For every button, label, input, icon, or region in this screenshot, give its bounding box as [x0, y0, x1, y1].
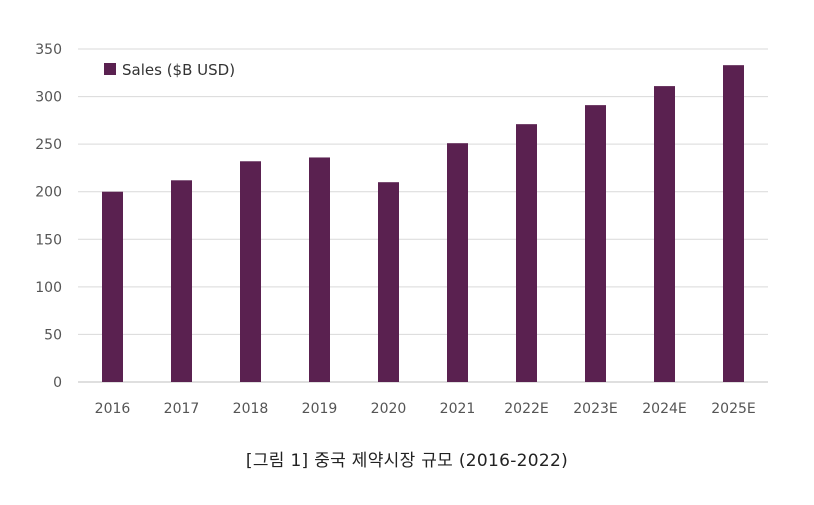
- y-tick-label: 350: [35, 42, 62, 58]
- x-tick-label: 2025E: [711, 401, 755, 417]
- x-tick-label: 2016: [95, 401, 131, 417]
- bar-2020: [378, 182, 399, 382]
- x-tick-label: 2020: [371, 401, 407, 417]
- bar-2025E: [723, 65, 744, 382]
- bars: [102, 65, 744, 383]
- bar-2021: [447, 143, 468, 382]
- bar-2017: [171, 180, 192, 382]
- figure-caption: [그림 1] 중국 제약시장 규모 (2016-2022): [245, 451, 569, 471]
- bar-2022E: [516, 124, 537, 383]
- x-tick-label: 2018: [233, 401, 269, 417]
- y-axis-ticks: 0 50 100 150 200 250 300 350: [35, 42, 62, 391]
- legend: Sales ($B USD): [104, 61, 235, 79]
- gridlines: [78, 48, 768, 383]
- y-tick-label: 0: [53, 375, 62, 391]
- x-axis-ticks: 2016 2017 2018 2019 2020 2021 2022E 2023E 2024E 2…: [95, 401, 756, 417]
- y-tick-label: 100: [35, 280, 62, 296]
- x-tick-label: 2019: [302, 401, 338, 417]
- legend-swatch: [104, 63, 116, 75]
- x-tick-label: 2017: [164, 401, 200, 417]
- y-tick-label: 150: [35, 232, 62, 248]
- y-tick-label: 250: [35, 137, 62, 153]
- bar-2019: [309, 157, 330, 382]
- y-tick-label: 50: [44, 327, 62, 343]
- legend-label: Sales ($B USD): [122, 61, 235, 79]
- y-tick-label: 200: [35, 185, 62, 201]
- bar-2018: [240, 161, 261, 382]
- x-tick-label: 2024E: [642, 401, 686, 417]
- x-tick-label: 2021: [440, 401, 476, 417]
- x-tick-label: 2022E: [504, 401, 548, 417]
- y-tick-label: 300: [35, 90, 62, 106]
- bar-2016: [102, 191, 123, 382]
- bar-2024E: [654, 86, 675, 382]
- x-tick-label: 2023E: [573, 401, 617, 417]
- bar-2023E: [585, 105, 606, 383]
